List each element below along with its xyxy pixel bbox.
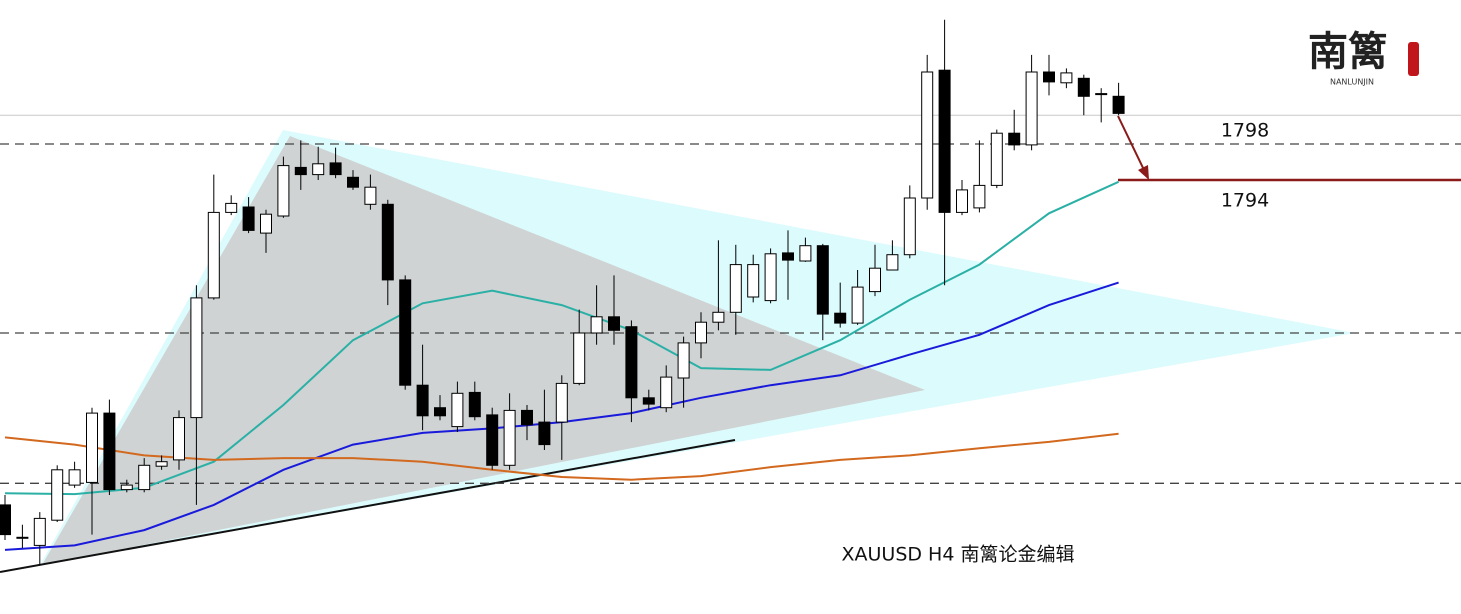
- moving-average: [4, 180, 1120, 496]
- logo-subtext: NANLUNJIN: [1330, 78, 1374, 87]
- candle-body: [503, 409, 516, 466]
- candle-body: [642, 397, 655, 405]
- candle-body: [625, 326, 638, 399]
- candle-body: [573, 332, 586, 384]
- candle-body: [468, 391, 481, 418]
- arrow-head: [1138, 165, 1149, 180]
- levels: [0, 114, 1461, 484]
- logo: 南篱: [1308, 28, 1388, 75]
- candle-body: [416, 384, 429, 417]
- candle-body: [173, 417, 185, 461]
- candle-body: [312, 163, 325, 176]
- candle-body: [347, 176, 359, 188]
- moving-average: [4, 432, 1119, 481]
- candle-body: [1095, 93, 1108, 96]
- candle-body: [242, 206, 255, 231]
- candle-body: [0, 504, 11, 536]
- candle-body: [695, 321, 707, 344]
- candle-body: [590, 316, 603, 334]
- candle-body: [16, 536, 29, 539]
- candle-body: [1025, 71, 1038, 146]
- candle-body: [921, 71, 934, 199]
- candle-body: [938, 69, 951, 213]
- candle-body: [903, 197, 916, 256]
- candle-body: [1060, 72, 1073, 84]
- candle-body: [608, 316, 620, 331]
- candle-body: [729, 264, 742, 313]
- candle-body: [120, 484, 133, 491]
- candle-body: [260, 213, 272, 234]
- candle-body: [138, 464, 151, 491]
- candle-body: [538, 421, 551, 446]
- candle-body: [155, 461, 168, 467]
- candle-body: [712, 311, 725, 323]
- level-label: 1794: [1221, 190, 1269, 212]
- candle-body: [747, 264, 760, 298]
- candle-body: [51, 469, 64, 521]
- candle-body: [555, 382, 568, 423]
- arrow: [1117, 115, 1146, 173]
- candle-body: [207, 211, 220, 299]
- candle-body: [1077, 77, 1090, 97]
- candle-body: [886, 254, 899, 271]
- candle-body: [399, 279, 412, 386]
- candle-body: [1043, 71, 1055, 83]
- candle-body: [1112, 95, 1125, 114]
- candle-body: [294, 166, 307, 176]
- candle-body: [103, 412, 116, 491]
- level-label: 1798: [1221, 120, 1269, 142]
- candle-body: [381, 203, 394, 281]
- candle-body: [451, 392, 464, 428]
- candle-body: [973, 184, 986, 209]
- candle-body: [364, 186, 377, 205]
- candle-body: [799, 245, 812, 262]
- candle-body: [190, 297, 203, 419]
- candle-body: [486, 414, 499, 466]
- candle-body: [277, 165, 290, 217]
- candle-body: [434, 407, 446, 417]
- candle-body: [990, 132, 1003, 186]
- candle-body: [660, 376, 673, 409]
- candle-body: [329, 162, 342, 176]
- seal: [1408, 42, 1419, 76]
- candle-body: [869, 267, 881, 293]
- candle-body: [86, 412, 98, 483]
- candle-body: [764, 253, 777, 302]
- candle-body: [68, 469, 81, 486]
- candle-body: [834, 312, 847, 324]
- candle-body: [677, 342, 690, 379]
- trend-line: [0, 439, 736, 573]
- candle-body: [956, 189, 968, 213]
- candles: [0, 19, 1125, 566]
- candle-body: [782, 252, 794, 261]
- annotation: XAUUSD H4 南篱论金编辑: [842, 544, 1075, 566]
- candle-body: [225, 202, 238, 213]
- candle-body: [521, 409, 533, 426]
- candle-body: [851, 286, 864, 324]
- candle-body: [816, 245, 829, 315]
- candle-body: [33, 517, 46, 546]
- candle-body: [1008, 132, 1021, 146]
